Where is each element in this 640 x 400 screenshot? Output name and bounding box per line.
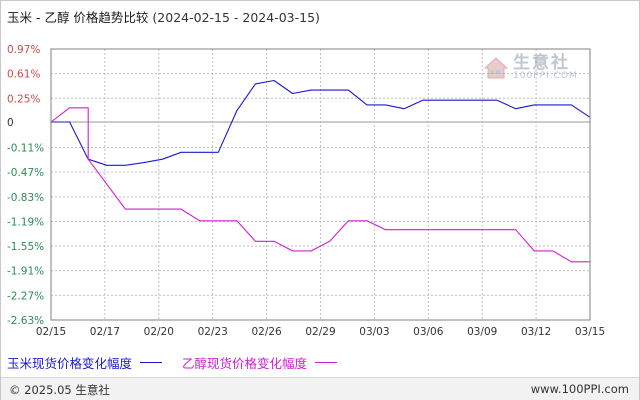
x-tick-label: 02/29	[305, 326, 335, 338]
x-tick-label: 03/12	[521, 326, 551, 338]
copyright-text: © 2025.05 生意社	[9, 383, 110, 397]
series-line-corn	[51, 79, 591, 166]
x-tick-label: 03/15	[575, 326, 605, 338]
x-tick-label: 03/09	[467, 326, 497, 338]
x-tick-label: 02/17	[90, 326, 120, 338]
series-line-ethanol	[50, 107, 590, 263]
watermark: 生意社 100PPI.COM	[483, 55, 578, 81]
x-axis: 02/15 02/17 02/20 02/23 02/26 02/29 03/03 03/06…	[36, 326, 605, 338]
y-tick-label: 0.25%	[7, 93, 40, 105]
chart-legend: 玉米现货价格变化幅度 乙醇现货价格变化幅度	[7, 353, 357, 372]
x-tick-label: 02/20	[144, 326, 174, 338]
legend-swatch-ethanol	[315, 362, 338, 363]
y-tick-label: -2.63%	[7, 315, 44, 327]
y-axis: 0.97% 0.61% 0.25% 0 -0.11% -0.47% -0.83% -1.19%…	[7, 44, 44, 327]
legend-item-corn: 玉米现货价格变化幅度	[7, 353, 163, 372]
legend-label-ethanol: 乙醇现货价格变化幅度	[182, 356, 308, 371]
watermark-url: 100PPI.COM	[513, 71, 578, 81]
legend-swatch-corn	[140, 362, 163, 363]
y-tick-label: -1.91%	[7, 266, 44, 278]
y-tick-label: -2.27%	[7, 290, 44, 302]
x-tick-label: 03/03	[359, 326, 389, 338]
legend-item-ethanol: 乙醇现货价格变化幅度	[182, 353, 338, 372]
y-tick-label: -0.83%	[7, 192, 44, 204]
x-tick-label: 02/26	[251, 326, 282, 338]
x-tick-label: 03/06	[413, 326, 444, 338]
y-tick-label: 0.97%	[7, 44, 40, 56]
y-tick-label: 0	[7, 117, 14, 129]
chart-title: 玉米 - 乙醇 价格趋势比较 (2024-02-15 - 2024-03-15)	[7, 7, 320, 26]
y-tick-label: -1.19%	[7, 216, 44, 228]
chart-title-text: 玉米 - 乙醇 价格趋势比较	[7, 10, 149, 25]
legend-label-corn: 玉米现货价格变化幅度	[7, 356, 133, 371]
watermark-name: 生意社	[513, 53, 570, 73]
series-lines	[50, 79, 591, 263]
plot-border	[50, 48, 591, 321]
x-tick-label: 02/15	[36, 326, 66, 338]
y-tick-label: 0.61%	[7, 69, 40, 81]
y-tick-label: -0.11%	[7, 143, 44, 155]
y-tick-label: -0.47%	[7, 167, 44, 179]
chart-date-range: (2024-02-15 - 2024-03-15)	[152, 10, 320, 25]
x-tick-label: 02/23	[198, 326, 228, 338]
footer-bar: © 2025.05 生意社 www.100PPI.com	[1, 377, 639, 400]
y-tick-label: -1.55%	[7, 241, 44, 253]
site-link[interactable]: www.100PPI.com	[530, 382, 629, 396]
house-logo-icon	[483, 57, 509, 79]
